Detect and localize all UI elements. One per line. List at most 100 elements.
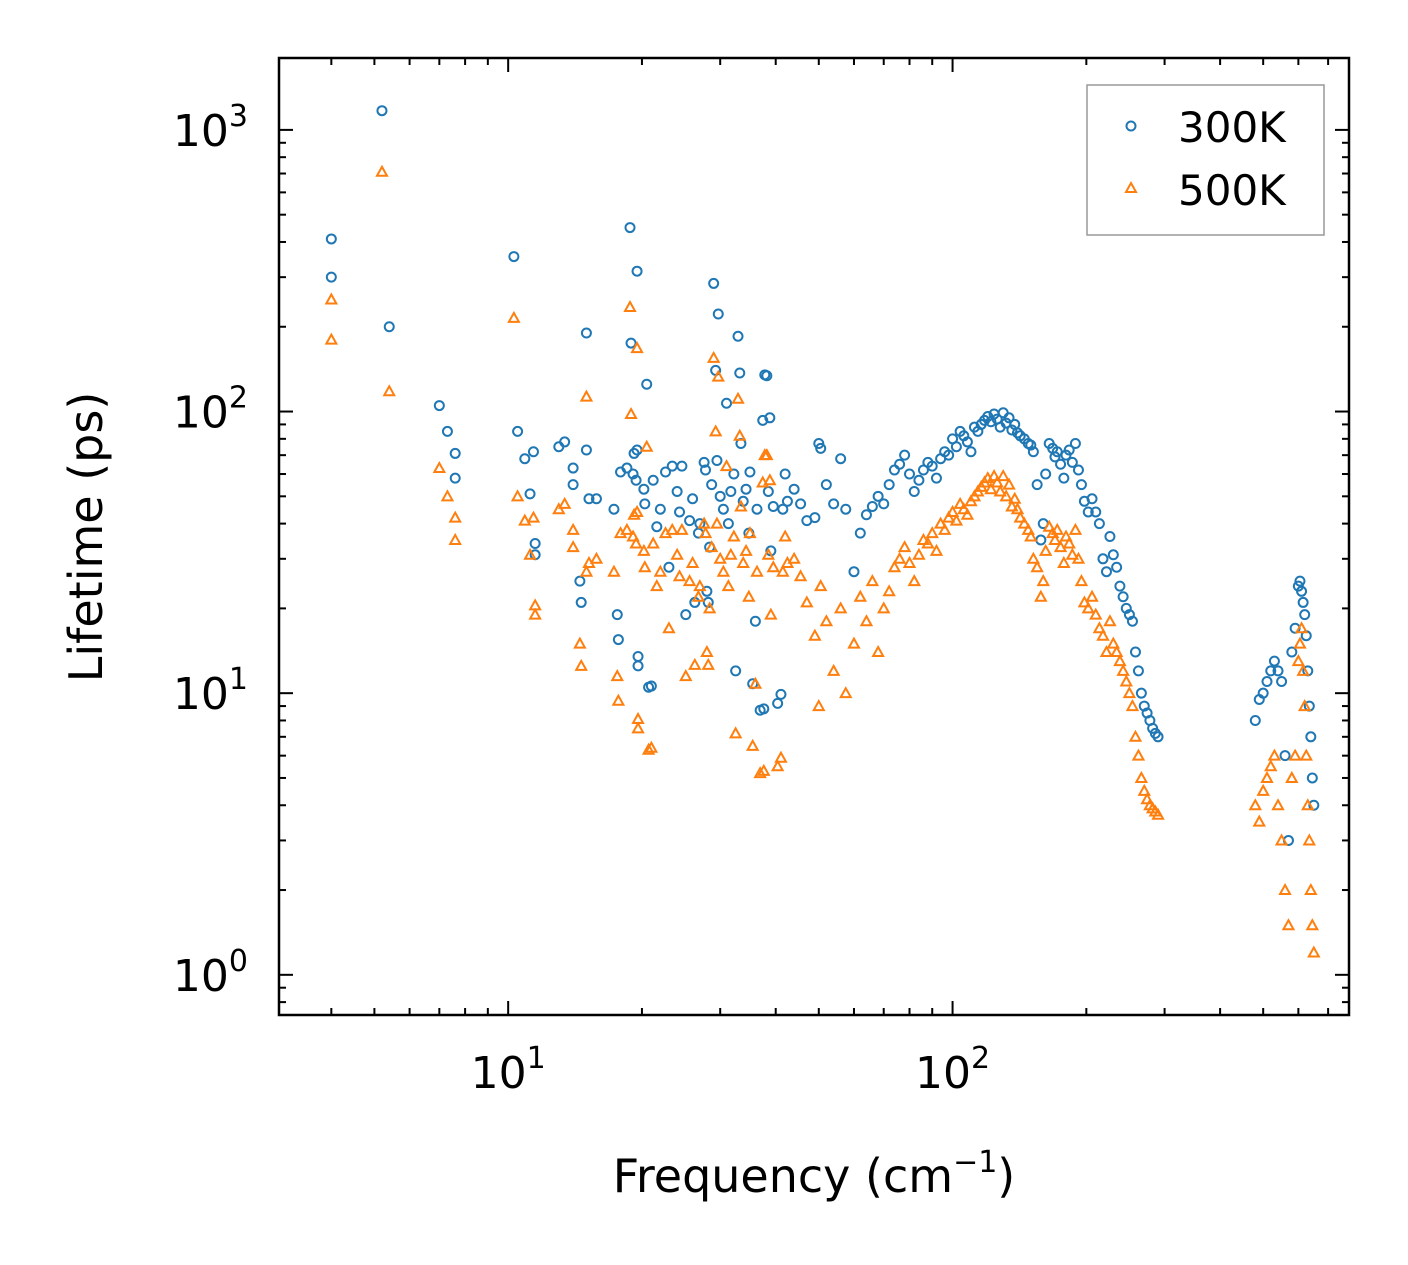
data-point-500k: [960, 507, 975, 520]
data-point-300k: [1297, 596, 1309, 608]
data-point-500k: [1085, 589, 1099, 602]
tick-labels: 101 102 100 101 102 103: [173, 99, 990, 1099]
legend: 300K 500K: [1086, 84, 1325, 236]
data-point-300k: [840, 503, 852, 515]
data-point-500k: [610, 669, 624, 682]
y-tick-label: 103: [173, 99, 248, 157]
data-point-500k: [1252, 814, 1266, 827]
data-point-500k: [819, 614, 834, 627]
legend-label-500k: 500K: [1178, 166, 1287, 215]
data-point-300k: [730, 665, 742, 677]
data-point-500k: [1248, 798, 1262, 811]
data-point-500k: [937, 522, 952, 535]
data-point-300k: [1075, 479, 1087, 491]
data-point-500k: [1274, 833, 1289, 846]
data-point-500k: [637, 543, 651, 556]
data-point-500k: [1081, 601, 1095, 614]
data-point-300k: [575, 596, 587, 608]
data-point-300k: [632, 660, 644, 672]
data-point-500k: [1053, 540, 1068, 553]
data-point-500k: [733, 428, 747, 441]
data-point-500k: [721, 579, 736, 592]
data-point-500k: [787, 551, 801, 564]
data-point-300k: [680, 609, 692, 621]
data-point-300k: [1294, 575, 1306, 587]
data-point-300k: [1296, 585, 1308, 597]
data-point-500k: [757, 763, 771, 776]
data-point-500k: [701, 657, 715, 670]
data-point-300k: [1268, 655, 1280, 667]
data-point-500k: [1103, 614, 1117, 627]
data-point-500k: [1301, 798, 1315, 811]
data-point-300k: [767, 501, 779, 513]
data-point-300k: [761, 370, 773, 382]
data-point-300k: [512, 425, 524, 437]
data-point-300k: [965, 446, 977, 458]
data-point-500k: [1122, 686, 1137, 699]
data-point-300k: [950, 441, 962, 453]
data-point-300k: [574, 575, 586, 587]
data-point-500k: [1038, 543, 1053, 556]
data-point-500k: [629, 536, 643, 549]
data-point-300k: [795, 498, 807, 510]
data-point-500k: [1077, 595, 1092, 608]
data-point-300k: [580, 327, 592, 339]
data-point-300k: [527, 446, 539, 458]
data-point-500k: [996, 469, 1010, 482]
data-point-300k: [1279, 750, 1291, 762]
data-point-300k: [732, 330, 744, 342]
data-point-500k: [892, 551, 907, 564]
data-point-300k: [772, 697, 784, 709]
y-tick-label: 102: [173, 381, 248, 439]
data-point-500k: [1291, 654, 1306, 667]
data-point-300k: [524, 488, 536, 500]
data-point-500k: [706, 350, 721, 363]
data-point-300k: [788, 483, 800, 495]
data-point-300k: [663, 561, 675, 573]
data-point-500k: [448, 510, 462, 523]
data-point-300k: [508, 251, 520, 263]
data-point-500k: [672, 569, 687, 582]
data-point-300k: [647, 474, 659, 486]
data-point-500k: [566, 522, 580, 535]
data-point-300k: [775, 688, 787, 700]
data-point-500k: [1068, 522, 1083, 535]
data-point-500k: [800, 595, 814, 608]
data-point-300k: [701, 585, 713, 597]
y-tick-label: 100: [173, 944, 248, 1002]
plot-frame: [277, 56, 1351, 1017]
data-point-300k: [1276, 676, 1288, 688]
data-point-500k: [579, 389, 594, 402]
data-point-300k: [687, 493, 699, 505]
data-point-500k: [1005, 499, 1019, 512]
data-point-500k: [742, 589, 756, 602]
data-point-500k: [1099, 644, 1114, 658]
data-point-300k: [930, 472, 942, 484]
data-point-500k: [1134, 770, 1149, 783]
data-point-500k: [630, 341, 644, 354]
data-point-500k: [611, 693, 626, 706]
data-point-500k: [1267, 748, 1282, 761]
data-point-300k: [559, 436, 571, 448]
data-point-300k: [751, 503, 763, 515]
data-point-500k: [774, 750, 788, 763]
data-point-300k: [1286, 646, 1298, 658]
data-point-300k: [913, 474, 925, 486]
data-point-500k: [573, 636, 587, 649]
data-point-300k: [1261, 676, 1273, 688]
data-point-500k: [847, 636, 861, 649]
data-point-500k: [1113, 654, 1127, 667]
data-point-500k: [557, 496, 572, 509]
data-point-300k: [684, 515, 696, 527]
data-point-300k: [883, 479, 895, 491]
data-point-300k: [641, 378, 653, 390]
data-point-500k: [865, 574, 880, 587]
data-point-300k: [903, 468, 915, 480]
data-point-500k: [907, 574, 921, 587]
data-point-300k: [1265, 665, 1277, 677]
data-point-500k: [1071, 551, 1086, 564]
data-point-300k: [1135, 687, 1147, 699]
data-point-500k: [1116, 663, 1130, 676]
data-point-300k: [1152, 731, 1164, 743]
